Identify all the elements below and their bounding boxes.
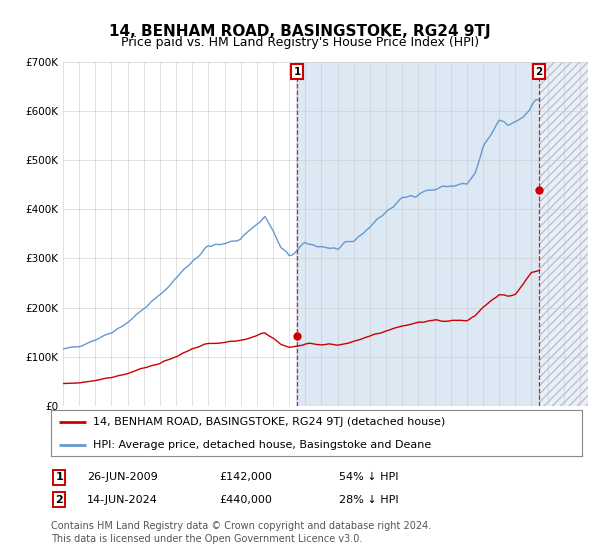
Text: 28% ↓ HPI: 28% ↓ HPI — [339, 494, 398, 505]
Text: £440,000: £440,000 — [219, 494, 272, 505]
Text: HPI: Average price, detached house, Basingstoke and Deane: HPI: Average price, detached house, Basi… — [94, 440, 432, 450]
Text: 1: 1 — [293, 67, 301, 77]
Text: 54% ↓ HPI: 54% ↓ HPI — [339, 472, 398, 482]
Text: £142,000: £142,000 — [219, 472, 272, 482]
Text: Price paid vs. HM Land Registry's House Price Index (HPI): Price paid vs. HM Land Registry's House … — [121, 36, 479, 49]
Text: 14, BENHAM ROAD, BASINGSTOKE, RG24 9TJ: 14, BENHAM ROAD, BASINGSTOKE, RG24 9TJ — [109, 24, 491, 39]
Text: 14, BENHAM ROAD, BASINGSTOKE, RG24 9TJ (detached house): 14, BENHAM ROAD, BASINGSTOKE, RG24 9TJ (… — [94, 417, 446, 427]
Bar — [296, 62, 539, 406]
Text: 2: 2 — [535, 67, 542, 77]
Bar — [539, 62, 588, 406]
Text: 2: 2 — [55, 494, 63, 505]
Text: This data is licensed under the Open Government Licence v3.0.: This data is licensed under the Open Gov… — [51, 534, 362, 544]
Text: 14-JUN-2024: 14-JUN-2024 — [87, 494, 158, 505]
Text: 26-JUN-2009: 26-JUN-2009 — [87, 472, 158, 482]
Text: 1: 1 — [55, 472, 63, 482]
Text: Contains HM Land Registry data © Crown copyright and database right 2024.: Contains HM Land Registry data © Crown c… — [51, 521, 431, 531]
